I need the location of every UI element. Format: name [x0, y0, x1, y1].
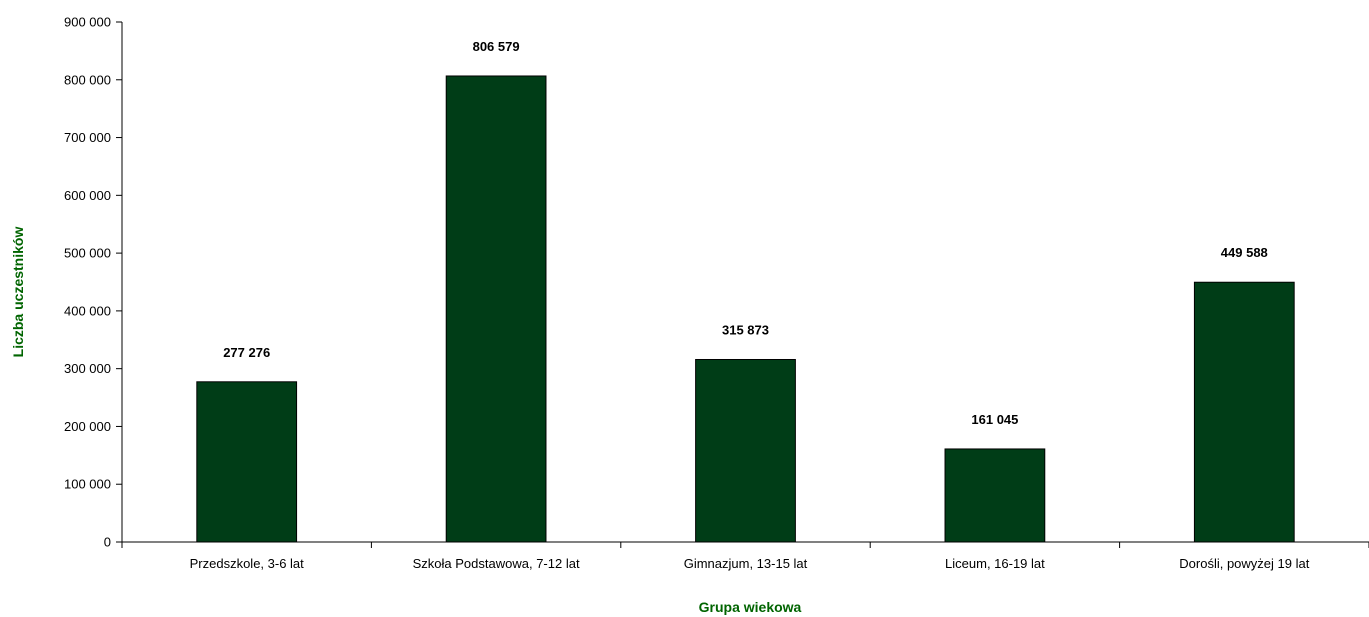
value-labels: 277 276 806 579 315 873 161 045 449 588: [223, 39, 1268, 427]
bar: [196, 381, 298, 543]
x-axis-title: Grupa wiekowa: [699, 599, 802, 615]
x-axis-ticks: [121, 542, 1369, 548]
bar-value-label: 449 588: [1221, 245, 1268, 260]
x-category-label: Dorośli, powyżej 19 lat: [1179, 556, 1309, 571]
x-category-label: Liceum, 16-19 lat: [945, 556, 1045, 571]
bar-value-label: 161 045: [971, 412, 1018, 427]
bars: [196, 75, 1295, 543]
bar: [1193, 281, 1295, 543]
bar: [445, 75, 547, 543]
bar-value-label: 315 873: [722, 322, 769, 337]
x-category-label: Szkoła Podstawowa, 7-12 lat: [413, 556, 580, 571]
bar: [944, 448, 1046, 543]
y-axis-ticks: 0 100 000 200 000 300 000 400 000 500 000 600 …: [64, 15, 122, 550]
y-tick-label: 100 000: [64, 477, 111, 492]
y-tick-label: 600 000: [64, 188, 111, 203]
bar: [695, 358, 796, 543]
y-tick-label: 200 000: [64, 419, 111, 434]
bar-value-label: 277 276: [223, 345, 270, 360]
y-tick-label: 300 000: [64, 361, 111, 376]
x-category-label: Przedszkole, 3-6 lat: [190, 556, 305, 571]
y-tick-label: 900 000: [64, 15, 111, 30]
y-tick-label: 500 000: [64, 246, 111, 261]
y-tick-label: 800 000: [64, 72, 111, 87]
category-labels: Przedszkole, 3-6 lat Szkoła Podstawowa, 7…: [190, 556, 1310, 571]
y-axis-title: Liczba uczestników: [10, 227, 26, 358]
y-tick-label: 700 000: [64, 130, 111, 145]
bar-value-label: 806 579: [473, 39, 520, 54]
x-category-label: Gimnazjum, 13-15 lat: [684, 556, 808, 571]
y-tick-label: 400 000: [64, 303, 111, 318]
y-tick-label: 0: [104, 535, 111, 550]
